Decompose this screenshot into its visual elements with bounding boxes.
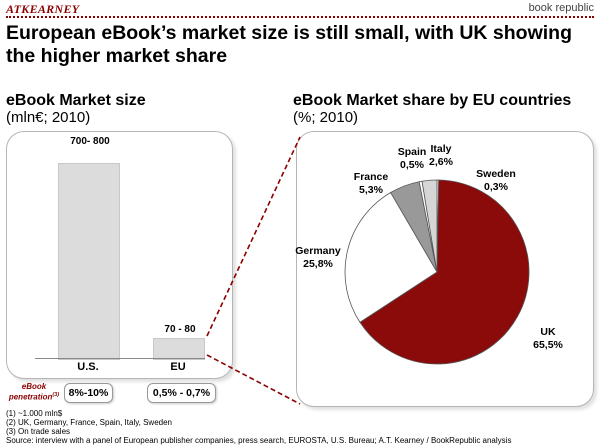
pie-slice-germany (344, 191, 438, 323)
market-size-unit: (mln€; 2010) (6, 109, 91, 126)
market-share-unit: (%; 2010) (293, 109, 359, 126)
bar-value-label-eu: 70 - 80 (164, 324, 196, 335)
pie-label-spain: Spain 0,5% (397, 146, 427, 171)
footnote-3: (3) On trade sales (6, 427, 71, 436)
slide-title: European eBook’s market size is still sm… (6, 22, 573, 67)
footnote-1: (1) ~1.000 mln$ (6, 409, 63, 418)
connector-line-bottom (206, 354, 301, 405)
penetration-label: eBook penetration(3) (8, 382, 60, 402)
penetration-eu: 0,5% - 0,7% (147, 383, 216, 403)
pie-label-sweden: Sweden 0,3% (476, 168, 516, 193)
pie-slice-uk (359, 179, 530, 365)
pie-label-uk: UK 65,5% (533, 326, 563, 351)
bar-category-eu: EU (170, 361, 186, 373)
atkearney-logo: ATKEARNEY (6, 2, 80, 16)
market-size-title: eBook Market size (6, 92, 146, 109)
bar-eu (153, 338, 205, 360)
pie-label-germany: Germany 25,8% (295, 245, 341, 270)
pie-label-france: France 5,3% (353, 171, 389, 196)
bookrepublic-logo: book republic (528, 2, 594, 14)
connector-line-top (206, 136, 301, 337)
market-share-title: eBook Market share by EU countries (293, 92, 572, 109)
footnote-2: (2) UK, Germany, France, Spain, Italy, S… (6, 418, 172, 427)
penetration-us: 8%-10% (64, 383, 113, 403)
pie-slice-italy (421, 179, 438, 273)
bar-category-us: U.S. (77, 361, 99, 373)
source-note: Source: interview with a panel of Europe… (6, 436, 512, 445)
pie-label-italy: Italy 2,6% (429, 143, 453, 168)
header-divider (6, 16, 594, 18)
bar-us (58, 163, 120, 360)
bar-axis-line (35, 358, 205, 359)
bar-value-label-us: 700- 800 (70, 136, 110, 147)
